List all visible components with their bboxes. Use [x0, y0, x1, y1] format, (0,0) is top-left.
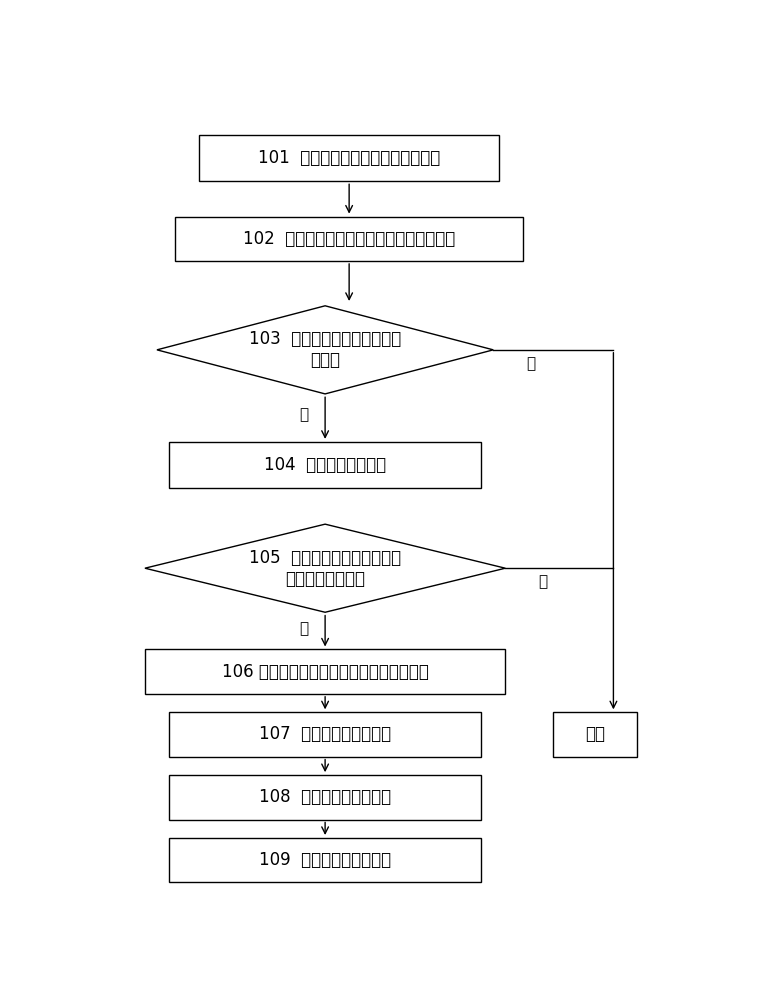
Text: 106 建立第二参考平面，确定电极贴附位置: 106 建立第二参考平面，确定电极贴附位置 — [222, 663, 429, 681]
FancyBboxPatch shape — [145, 649, 505, 694]
FancyBboxPatch shape — [169, 775, 481, 820]
Polygon shape — [157, 306, 494, 394]
Text: 102  确定目标区域在所述三维模型中的位置: 102 确定目标区域在所述三维模型中的位置 — [243, 230, 455, 248]
FancyBboxPatch shape — [553, 712, 637, 757]
Text: 103  判断目标区域是否在小脑
幕下方: 103 判断目标区域是否在小脑 幕下方 — [249, 330, 401, 369]
Text: 结束: 结束 — [585, 725, 605, 743]
Text: 否: 否 — [299, 621, 308, 636]
Text: 105  判断所述目标区域是否在
第一参考平面下方: 105 判断所述目标区域是否在 第一参考平面下方 — [249, 549, 401, 588]
FancyBboxPatch shape — [175, 217, 523, 261]
FancyBboxPatch shape — [169, 838, 481, 882]
Text: 否: 否 — [299, 407, 308, 422]
Text: 107  确定电极的贴附方式: 107 确定电极的贴附方式 — [259, 725, 391, 743]
Text: 是: 是 — [526, 356, 536, 371]
FancyBboxPatch shape — [169, 712, 481, 757]
FancyBboxPatch shape — [199, 135, 499, 181]
FancyBboxPatch shape — [169, 442, 481, 488]
Text: 104  建立第一参考平面: 104 建立第一参考平面 — [264, 456, 386, 474]
Text: 108  确定电极的偏移角度: 108 确定电极的偏移角度 — [259, 788, 391, 806]
Text: 101  建立或获取用户头部的三维模型: 101 建立或获取用户头部的三维模型 — [258, 149, 440, 167]
Text: 是: 是 — [539, 574, 547, 589]
Text: 109  确定电场强度和频率: 109 确定电场强度和频率 — [259, 851, 391, 869]
Polygon shape — [145, 524, 505, 612]
